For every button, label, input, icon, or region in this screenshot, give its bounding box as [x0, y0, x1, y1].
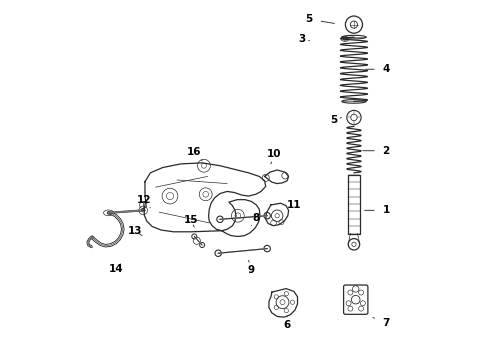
Text: 14: 14: [108, 264, 123, 274]
Text: 10: 10: [267, 149, 282, 164]
Text: 3: 3: [298, 34, 310, 44]
Text: 5: 5: [330, 115, 342, 125]
Text: 4: 4: [366, 64, 390, 74]
Text: 13: 13: [128, 226, 142, 236]
Text: 12: 12: [137, 195, 151, 208]
Text: 16: 16: [187, 147, 202, 161]
Text: 7: 7: [373, 318, 390, 328]
Text: 11: 11: [287, 200, 301, 213]
Text: 9: 9: [248, 260, 255, 275]
Text: 15: 15: [183, 215, 198, 227]
Text: 6: 6: [284, 316, 291, 330]
Bar: [348, 175, 360, 234]
Text: 2: 2: [363, 146, 390, 156]
Text: 1: 1: [365, 205, 390, 215]
Text: 5: 5: [306, 14, 334, 24]
Text: 8: 8: [251, 212, 259, 225]
